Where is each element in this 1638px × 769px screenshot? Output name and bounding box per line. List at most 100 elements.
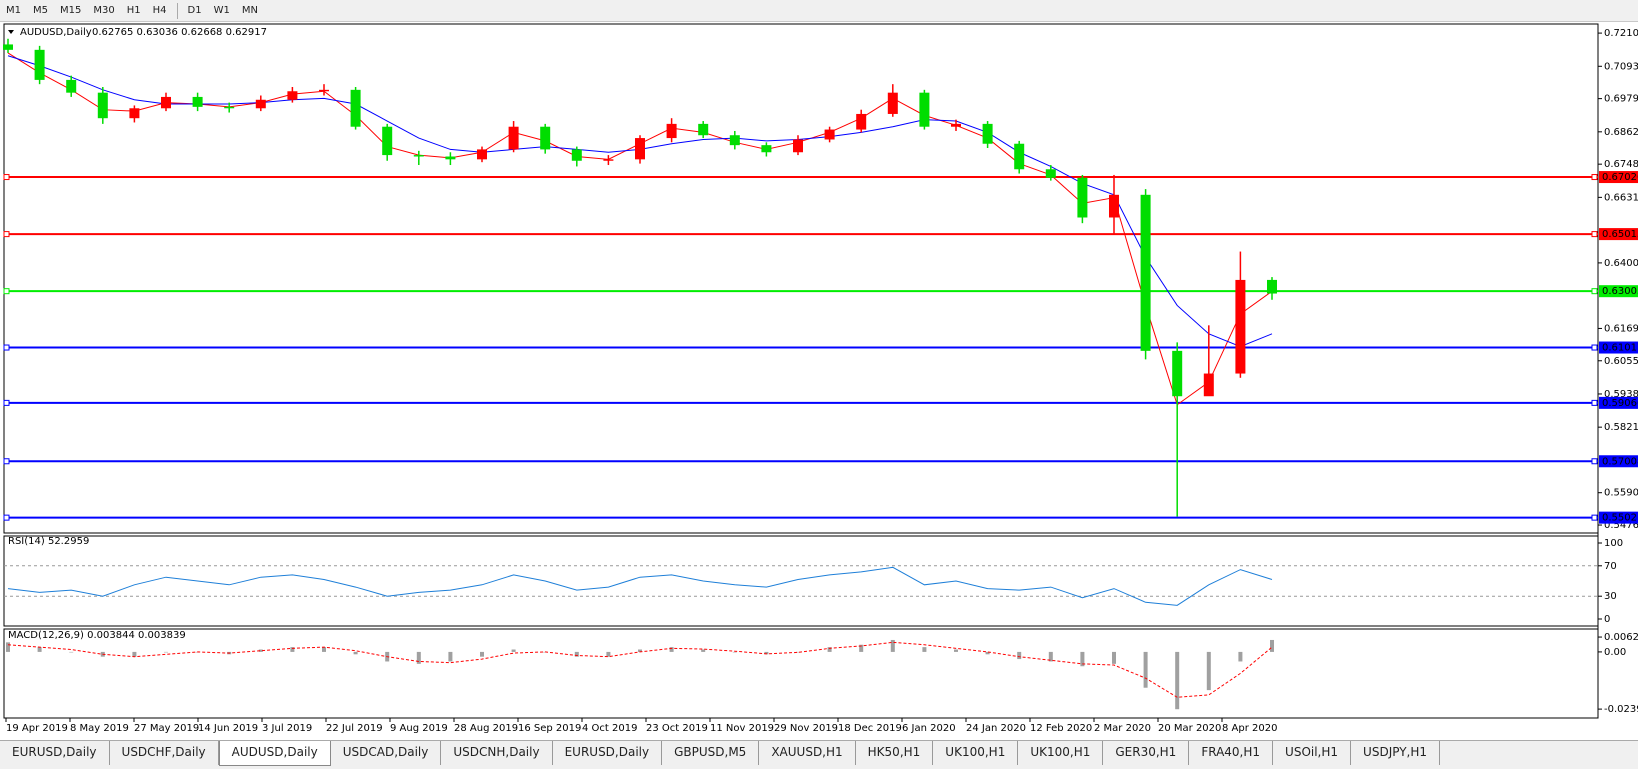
candle-body xyxy=(919,92,930,127)
chart-tab[interactable]: UK100,H1 xyxy=(1018,741,1104,765)
level-handle xyxy=(1591,174,1598,181)
macd-bar xyxy=(322,647,326,652)
candle-body xyxy=(824,129,835,140)
level-tag xyxy=(1599,455,1638,468)
chart-tab[interactable]: AUDUSD,Daily xyxy=(218,741,331,766)
level-tag xyxy=(1599,511,1638,524)
timeframe-button[interactable]: M15 xyxy=(60,5,82,16)
chart-tab[interactable]: USDJPY,H1 xyxy=(1351,741,1441,765)
macd-bar xyxy=(827,647,832,652)
macd-bar xyxy=(353,651,358,655)
candle-body xyxy=(1235,279,1246,374)
candle-body xyxy=(287,91,298,100)
chart-tab[interactable]: GER30,H1 xyxy=(1103,741,1190,765)
y-tick-label: 0.00622 xyxy=(1604,632,1638,643)
candle-body xyxy=(1203,373,1214,397)
chart-tab[interactable]: USDCAD,Daily xyxy=(331,741,442,765)
chart-tab[interactable]: FRA40,H1 xyxy=(1189,741,1274,765)
candle-body xyxy=(1172,350,1183,397)
candle-body xyxy=(508,126,519,150)
separator xyxy=(176,2,178,19)
level-handle xyxy=(1591,399,1598,406)
x-tick-label: 9 Aug 2019 xyxy=(390,723,448,734)
chart-tab[interactable]: USDCNH,Daily xyxy=(441,741,553,765)
candle-body xyxy=(856,113,867,130)
macd-bar xyxy=(448,651,453,662)
macd-bar xyxy=(1017,651,1022,660)
timeframe-button[interactable]: D1 xyxy=(187,5,202,16)
x-tick-label: 16 Sep 2019 xyxy=(518,723,581,734)
macd-bar xyxy=(638,649,642,652)
rsi-line xyxy=(7,566,1273,606)
candle-body xyxy=(793,139,803,153)
macd-bar xyxy=(1175,651,1180,710)
x-tick-label: 24 Jan 2020 xyxy=(966,723,1026,734)
candle-body xyxy=(698,123,709,136)
level-tag xyxy=(1599,396,1638,409)
timeframe-button[interactable]: H4 xyxy=(152,5,167,16)
timeframe-button[interactable]: M30 xyxy=(93,5,115,16)
candle-body xyxy=(66,79,77,93)
timeframe-button[interactable]: MN xyxy=(241,5,258,16)
y-tick-label: 100 xyxy=(1604,538,1623,549)
level-handle xyxy=(3,231,10,238)
timeframe-button[interactable]: H1 xyxy=(126,5,141,16)
x-tick-label: 8 May 2019 xyxy=(70,723,129,734)
candle-body xyxy=(635,138,645,160)
macd-bar xyxy=(132,651,137,657)
macd-bar xyxy=(1143,651,1148,688)
macd-bar xyxy=(6,642,10,652)
chart-tab[interactable]: USOil,H1 xyxy=(1273,741,1352,765)
macd-bar xyxy=(985,651,990,655)
level-label: 0.59066 xyxy=(1602,398,1638,409)
level-handle xyxy=(3,174,10,181)
chart-tab[interactable]: UK100,H1 xyxy=(933,741,1019,765)
macd-signal xyxy=(7,641,1273,698)
y-tick-label: 30 xyxy=(1604,591,1617,602)
macd-bar xyxy=(258,649,263,652)
candle-body xyxy=(3,44,13,50)
candle-body xyxy=(129,108,140,119)
chart-tab[interactable]: GBPUSD,M5 xyxy=(662,741,760,765)
x-tick-label: 8 Apr 2020 xyxy=(1222,723,1277,734)
level-handle xyxy=(3,344,10,351)
x-tick-label: 27 May 2019 xyxy=(134,723,199,734)
macd-bar xyxy=(606,651,611,657)
macd-bar xyxy=(890,639,895,652)
macd-bar xyxy=(1048,651,1053,662)
x-tick-label: 3 Jul 2019 xyxy=(262,723,312,734)
level-tag xyxy=(1599,341,1638,354)
ohlc-label: 0.62765 0.63036 0.62668 0.62917 xyxy=(92,27,267,38)
timeframe-button[interactable]: M5 xyxy=(33,5,48,16)
candle-body xyxy=(161,96,171,109)
chart-tab[interactable]: USDCHF,Daily xyxy=(110,741,219,765)
level-tag xyxy=(1599,171,1638,184)
level-label: 0.61017 xyxy=(1602,343,1638,354)
x-tick-label: 4 Oct 2019 xyxy=(582,723,637,734)
candle-body xyxy=(1109,194,1119,218)
timeframe-button[interactable]: M1 xyxy=(6,5,21,16)
candle-body xyxy=(571,149,582,161)
timeframe-button[interactable]: W1 xyxy=(213,5,230,16)
chart-tab[interactable]: EURUSD,Daily xyxy=(0,741,110,765)
macd-bar xyxy=(732,651,737,653)
candle-body xyxy=(97,92,108,119)
chart-tab[interactable]: HK50,H1 xyxy=(856,741,934,765)
level-handle xyxy=(1591,231,1598,238)
toolbar: M1 M5 M15 M30 H1 H4 D1 W1 MN xyxy=(0,0,1638,22)
candle-body xyxy=(666,123,677,139)
level-handle xyxy=(3,399,10,406)
chart-tab[interactable]: XAUUSD,H1 xyxy=(759,741,856,765)
macd-bar xyxy=(1112,651,1116,664)
panel-frame xyxy=(3,628,1599,719)
chart-tab[interactable]: EURUSD,Daily xyxy=(553,741,663,765)
symbol-label: AUDUSD,Daily xyxy=(20,27,92,38)
chart-tabs: EURUSD,Daily USDCHF,Daily AUDUSD,Daily USDC… xyxy=(0,740,1638,769)
macd-bar xyxy=(37,647,42,652)
macd-bar xyxy=(416,651,421,664)
macd-title: MACD(12,26,9) 0.003844 0.003839 xyxy=(8,630,186,641)
